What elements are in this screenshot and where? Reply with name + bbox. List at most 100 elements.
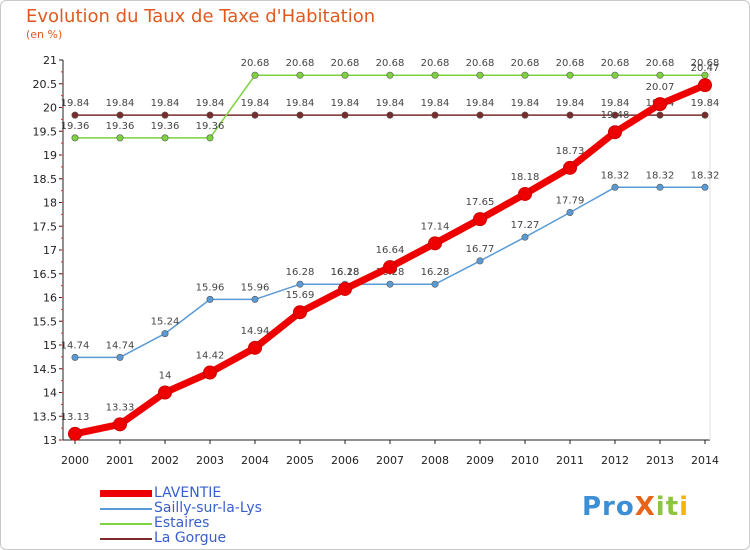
data-label: 19.84 <box>331 98 360 109</box>
y-tick-label: 13.5 <box>33 410 58 423</box>
legend-item-sailly: Sailly-sur-la-Lys <box>100 501 360 516</box>
data-point <box>656 111 664 119</box>
data-point <box>476 71 484 79</box>
data-point <box>698 78 712 93</box>
data-label: 19.84 <box>556 98 585 109</box>
y-tick-label: 16 <box>43 292 57 305</box>
data-label: 20.68 <box>556 58 585 69</box>
data-label: 19.84 <box>286 98 315 109</box>
data-point <box>656 71 664 79</box>
y-tick-label: 15 <box>43 339 57 352</box>
data-label: 19.84 <box>421 98 450 109</box>
x-tick-label: 2000 <box>61 454 89 467</box>
legend-swatch-estaires <box>100 523 152 525</box>
x-tick-label: 2014 <box>691 454 719 467</box>
legend: LAVENTIE Sailly-sur-la-Lys Estaires La G… <box>100 486 360 546</box>
data-point <box>521 233 529 241</box>
x-tick-label: 2001 <box>106 454 134 467</box>
data-label: 14.94 <box>241 326 270 337</box>
data-point <box>71 111 79 119</box>
data-point <box>476 111 484 119</box>
x-tick-label: 2009 <box>466 454 494 467</box>
y-tick-label: 21 <box>43 54 57 67</box>
chart-title: Evolution du Taux de Taxe d'Habitation <box>26 6 376 27</box>
x-tick-label: 2008 <box>421 454 449 467</box>
data-label: 16.28 <box>421 267 450 278</box>
legend-label-laventie: LAVENTIE <box>154 485 222 501</box>
data-point <box>206 111 214 119</box>
data-point <box>431 111 439 119</box>
y-tick-label: 20 <box>43 102 57 115</box>
data-label: 17.14 <box>421 221 450 232</box>
data-label: 17.27 <box>511 220 540 231</box>
y-tick-label: 18 <box>43 197 57 210</box>
data-point <box>701 183 709 191</box>
logo-part: i <box>679 492 690 522</box>
data-point <box>338 281 352 296</box>
data-point <box>341 71 349 79</box>
legend-swatch-laventie <box>100 490 152 497</box>
data-label: 15.24 <box>151 317 180 328</box>
data-label: 19.84 <box>466 98 495 109</box>
data-label: 17.79 <box>556 195 585 206</box>
y-tick-label: 20.5 <box>33 78 58 91</box>
data-label: 15.96 <box>241 282 270 293</box>
y-tick-label: 13 <box>43 434 57 447</box>
data-label: 19.84 <box>106 98 135 109</box>
data-point <box>566 71 574 79</box>
data-label: 14 <box>159 371 172 382</box>
data-point <box>68 426 82 441</box>
x-tick-label: 2002 <box>151 454 179 467</box>
legend-label-la-gorgue: La Gorgue <box>154 530 227 546</box>
y-tick-label: 15.5 <box>33 315 58 328</box>
data-point <box>251 71 259 79</box>
legend-item-laventie: LAVENTIE <box>100 486 360 501</box>
data-point <box>431 280 439 288</box>
logo-part: it <box>655 492 680 522</box>
x-tick-label: 2003 <box>196 454 224 467</box>
data-point <box>116 353 124 361</box>
data-label: 19.84 <box>61 98 90 109</box>
data-label: 20.07 <box>646 82 675 93</box>
y-tick-label: 19.5 <box>33 125 58 138</box>
data-label: 16.77 <box>466 244 495 255</box>
data-point <box>296 111 304 119</box>
data-point <box>701 111 709 119</box>
data-label: 14.74 <box>61 340 90 351</box>
data-point <box>518 186 532 201</box>
legend-item-estaires: Estaires <box>100 516 360 531</box>
data-point <box>428 236 442 251</box>
data-point <box>566 208 574 216</box>
data-label: 16.64 <box>376 245 405 256</box>
x-tick-label: 2007 <box>376 454 404 467</box>
x-tick-label: 2005 <box>286 454 314 467</box>
data-label: 19.84 <box>196 98 225 109</box>
data-label: 18.73 <box>556 146 585 157</box>
data-point <box>161 134 169 142</box>
data-point <box>206 134 214 142</box>
data-label: 16.18 <box>331 267 360 278</box>
data-point <box>161 111 169 119</box>
data-label: 20.68 <box>331 58 360 69</box>
logo-part: Pro <box>582 492 635 522</box>
data-label: 18.18 <box>511 172 540 183</box>
data-point <box>386 111 394 119</box>
data-label: 20.68 <box>421 58 450 69</box>
data-point <box>656 183 664 191</box>
data-point <box>431 71 439 79</box>
data-point <box>71 353 79 361</box>
data-label: 19.84 <box>151 98 180 109</box>
data-label: 18.32 <box>691 170 720 181</box>
data-point <box>116 111 124 119</box>
data-label: 19.36 <box>106 121 135 132</box>
data-label: 19.36 <box>61 121 90 132</box>
y-tick-label: 14 <box>43 387 57 400</box>
y-tick-label: 17.5 <box>33 220 58 233</box>
data-label: 20.68 <box>466 58 495 69</box>
data-label: 16.28 <box>331 267 360 278</box>
data-point <box>113 417 127 432</box>
legend-swatch-sailly <box>100 508 152 510</box>
data-point <box>383 260 397 275</box>
unit-label: (en %) <box>26 28 63 41</box>
